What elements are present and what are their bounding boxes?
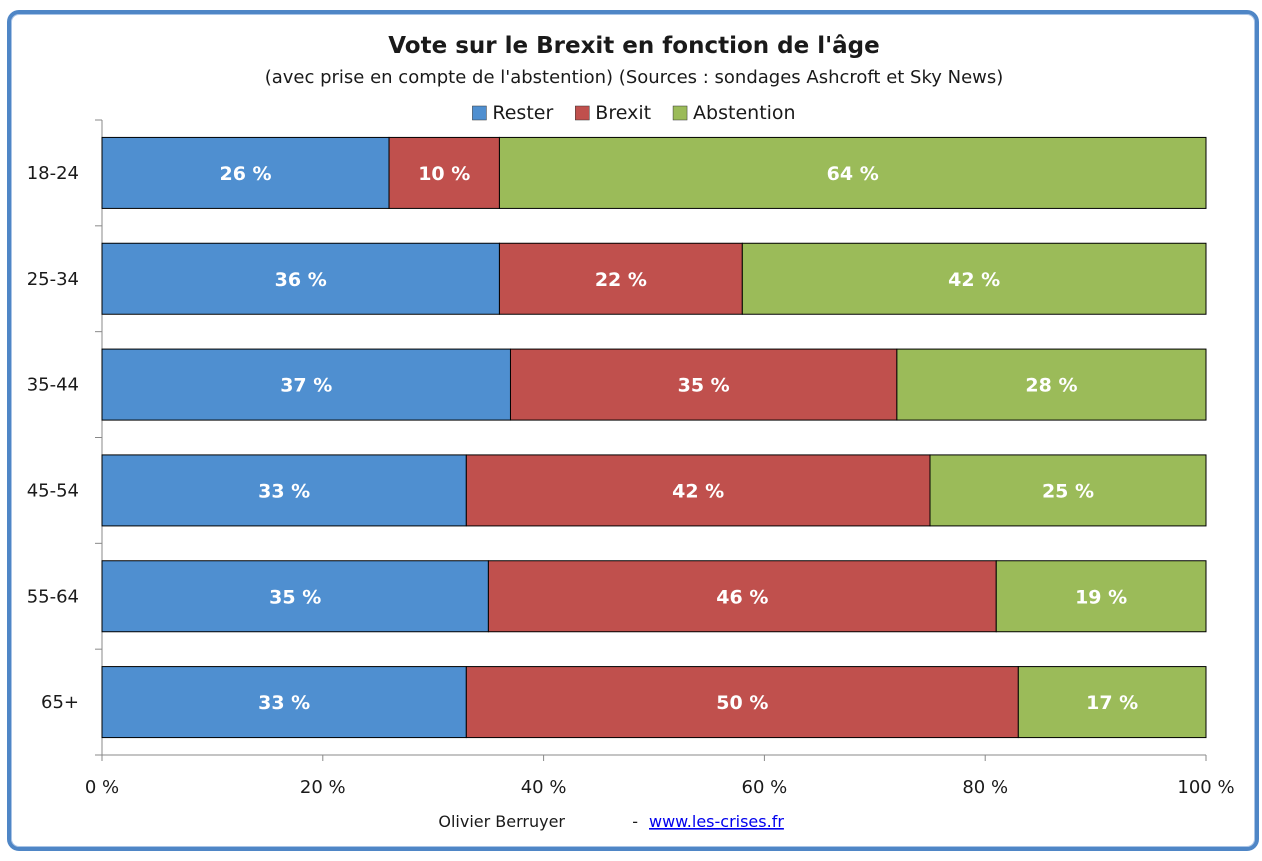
legend-item: Brexit [575, 102, 651, 124]
category-label: 45-54 [27, 480, 79, 501]
bar-segment [101, 560, 489, 633]
bar-segment [101, 136, 390, 209]
bar-value-label: 26 % [219, 163, 271, 185]
bar-value-label: 42 % [948, 269, 1000, 291]
chart-subtitle: (avec prise en compte de l'abstention) (… [265, 67, 1004, 88]
bar-value-label: 28 % [1025, 375, 1077, 397]
bar-segment [509, 348, 898, 421]
bar-segment [101, 666, 467, 739]
legend-label: Rester [492, 102, 553, 124]
bar-value-label: 10 % [418, 163, 470, 185]
bar-segment [896, 348, 1207, 421]
x-axis-ticks: 0 % 20 % 40 % 60 % 80 % 100 % [85, 755, 1235, 798]
bar-segment [929, 454, 1207, 527]
credit-author: Olivier Berruyer [438, 812, 565, 831]
bar-value-label: 33 % [258, 480, 310, 502]
bar-segment [388, 136, 500, 209]
x-tick-label: 60 % [742, 777, 788, 798]
bar-segment [1017, 666, 1207, 739]
bar-segment [101, 242, 500, 315]
credit-separator: - [632, 812, 638, 831]
bar-segment [465, 666, 1019, 739]
legend-swatch [575, 105, 590, 121]
bar-value-label: 37 % [280, 375, 332, 397]
legend: Rester Brexit Abstention [472, 102, 796, 124]
bar-segment [101, 454, 467, 527]
bar-segment [741, 242, 1207, 315]
bar-value-label: 35 % [678, 375, 730, 397]
bars: 26 % 10 % 64 % 36 % 22 % 42 % 37 % 35 % 28 % 33 %… [101, 136, 1207, 739]
bar-value-label: 35 % [269, 586, 321, 608]
legend-label: Abstention [693, 102, 796, 124]
x-tick-label: 100 % [1177, 777, 1234, 798]
bar-value-label: 25 % [1042, 480, 1094, 502]
bar-value-label: 46 % [716, 586, 768, 608]
bar-value-label: 22 % [595, 269, 647, 291]
credit-link[interactable]: www.les-crises.fr [649, 812, 784, 831]
legend-item: Rester [472, 102, 553, 124]
bar-value-label: 17 % [1086, 692, 1138, 714]
x-tick-label: 80 % [962, 777, 1008, 798]
category-label: 18-24 [27, 163, 79, 184]
category-label: 25-34 [27, 269, 79, 290]
category-labels: 18-24 25-34 35-44 45-54 55-64 65+ [27, 163, 79, 713]
bar-value-label: 50 % [716, 692, 768, 714]
bar-segment [487, 560, 997, 633]
chart-title: Vote sur le Brexit en fonction de l'âge [388, 33, 879, 59]
legend-label: Brexit [595, 102, 651, 124]
bar-segment [995, 560, 1207, 633]
legend-swatch [672, 105, 688, 121]
bar-segment [498, 242, 743, 315]
bar-value-label: 19 % [1075, 586, 1127, 608]
legend-item: Abstention [672, 102, 796, 124]
x-tick-label: 0 % [85, 777, 119, 798]
bar-value-label: 42 % [672, 480, 724, 502]
bar-value-label: 33 % [258, 692, 310, 714]
category-label: 35-44 [27, 375, 79, 396]
bar-value-label: 64 % [827, 163, 879, 185]
category-label: 55-64 [27, 586, 79, 607]
axes [95, 119, 1206, 756]
bar-value-label: 36 % [275, 269, 327, 291]
category-label: 65+ [41, 692, 79, 713]
x-tick-label: 40 % [521, 777, 567, 798]
x-tick-label: 20 % [300, 777, 346, 798]
bar-segment [101, 348, 511, 421]
legend-swatch [472, 105, 487, 121]
bar-segment [498, 136, 1207, 209]
